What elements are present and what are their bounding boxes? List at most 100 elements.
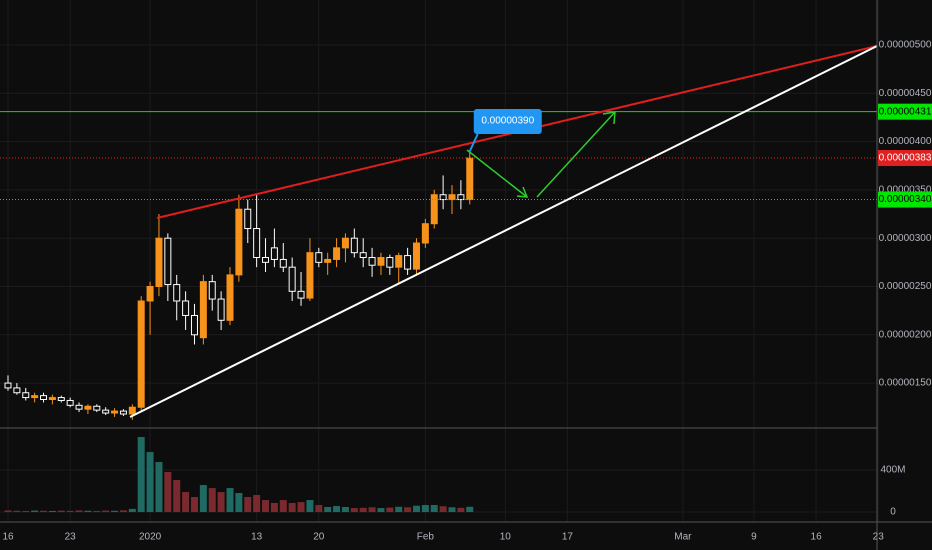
candle-body (4, 382, 12, 389)
volume-bar (164, 472, 172, 513)
support-trendline (129, 45, 878, 418)
x-tick-label: 23 (65, 532, 77, 543)
candle-body (217, 298, 225, 321)
x-tick-label: 16 (811, 532, 823, 543)
candle-body (262, 257, 270, 263)
volume-bar (128, 508, 136, 513)
x-tick-label: 23 (873, 532, 885, 543)
volume-bar (217, 492, 225, 513)
volume-bar (226, 488, 234, 513)
volume-bar (315, 504, 323, 513)
volume-bar (324, 506, 332, 513)
volume-bar (31, 510, 39, 513)
volume-bar (173, 479, 181, 513)
volume-bar (368, 507, 376, 513)
arrow-head (516, 186, 529, 198)
candle-body (253, 228, 261, 259)
x-tick-label: 2020 (139, 532, 162, 543)
y-tick-label: 0.00000500 (879, 40, 932, 51)
candle-body (270, 247, 278, 260)
volume-bar (13, 510, 21, 513)
candle-body (128, 406, 136, 415)
volume-bar (395, 506, 403, 513)
volume-bar (341, 506, 349, 513)
candle-body (430, 194, 438, 225)
candle-body (386, 257, 394, 268)
volume-bar (235, 493, 243, 513)
volume-bar (430, 504, 438, 513)
x-tick-label: Feb (417, 532, 435, 543)
volume-bar (182, 492, 190, 513)
y-tick-label: 0.00000250 (879, 281, 932, 292)
candle-body (199, 281, 207, 339)
candle-body (84, 405, 92, 410)
price-tag (878, 191, 932, 208)
volume-bar (350, 508, 358, 513)
x-tick-label: Mar (674, 532, 692, 543)
volume-bar (404, 507, 412, 513)
volume-bar (439, 506, 447, 513)
candle-body (279, 258, 287, 268)
volume-bar (22, 510, 30, 513)
candle-body (448, 194, 456, 201)
y-tick-label: 0.00000350 (879, 185, 932, 196)
candle-body (395, 255, 403, 268)
candle-body (359, 252, 367, 259)
volume-bar (421, 504, 429, 513)
candle-body (102, 409, 110, 414)
candle-body (48, 397, 56, 401)
x-tick-label: 13 (251, 532, 263, 543)
price-tag-label: 0.00000431 (879, 106, 932, 117)
volume-bar (199, 485, 207, 513)
candle-body (350, 237, 358, 254)
volume-bar (155, 462, 163, 513)
volume-bar (244, 497, 252, 513)
projection-arrow (536, 111, 616, 198)
volume-bar (279, 500, 287, 513)
y-tick-label: 0.00000400 (879, 136, 932, 147)
volume-bar (262, 500, 270, 513)
candle-body (368, 257, 376, 266)
volume-bar (84, 510, 92, 513)
candle-body (315, 252, 323, 263)
overlay: 0.00000150 0.00000200 0.00000250 0.00000300… (2, 40, 932, 543)
price-tag (878, 150, 932, 167)
grid (0, 0, 879, 522)
volume-bar (333, 506, 341, 513)
volume-bar (40, 510, 48, 513)
candle-body (31, 395, 39, 399)
x-tick-label: 16 (2, 532, 14, 543)
candle-body (377, 257, 385, 266)
candle-body (182, 300, 190, 316)
y2-tick-label: 400M (880, 465, 905, 476)
candle-body (412, 242, 420, 270)
volume-bar (48, 510, 56, 513)
volume-bar (253, 495, 261, 513)
volume-bar (190, 497, 198, 513)
volume-bar (412, 505, 420, 513)
candle-body (333, 247, 341, 260)
candle-body (173, 284, 181, 302)
volume-bar (270, 502, 278, 513)
candle-body (190, 314, 198, 336)
y-tick-label: 0.00000300 (879, 233, 932, 244)
x-tick-label: 20 (313, 532, 325, 543)
volume-bar (119, 510, 127, 513)
candle-body (297, 290, 305, 299)
candle-body (439, 194, 447, 201)
x-tick-label: 10 (500, 532, 512, 543)
volume-bar (146, 452, 154, 513)
callout-label: 0.00000390 (481, 116, 534, 127)
volume-bar (75, 510, 83, 513)
marks (0, 111, 877, 513)
volume-bar (137, 437, 145, 513)
volume-bar (57, 510, 65, 513)
volume-bar (288, 502, 296, 513)
volume-bar (297, 502, 305, 513)
candle-body (22, 392, 30, 399)
volume-bar (306, 500, 314, 513)
volume-bar (208, 488, 216, 513)
price-tag (878, 103, 932, 120)
candle-body (244, 208, 252, 230)
volume-bar (448, 507, 456, 513)
